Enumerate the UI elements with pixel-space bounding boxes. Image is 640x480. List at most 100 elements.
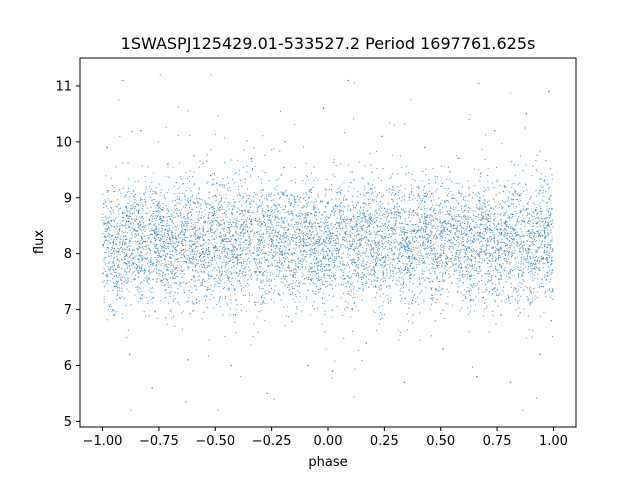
data-point <box>301 261 303 263</box>
data-point <box>358 277 360 279</box>
data-point <box>224 247 226 249</box>
data-point <box>277 274 279 276</box>
data-point <box>292 298 294 300</box>
data-point <box>511 255 513 258</box>
data-point <box>391 154 393 156</box>
data-point <box>505 224 507 226</box>
data-point <box>305 162 307 164</box>
data-point <box>323 254 325 256</box>
data-point <box>328 231 330 233</box>
data-point <box>309 252 311 254</box>
data-point <box>212 179 215 181</box>
data-point <box>304 258 306 260</box>
data-point <box>389 287 391 289</box>
data-point <box>198 202 200 204</box>
data-point <box>293 195 295 198</box>
data-point <box>113 275 116 277</box>
data-point <box>337 187 339 189</box>
data-point <box>172 276 174 278</box>
data-point <box>545 278 547 280</box>
data-point <box>287 261 290 263</box>
data-point <box>290 193 292 195</box>
data-point <box>148 271 150 273</box>
data-point <box>519 228 522 230</box>
data-point <box>103 296 105 298</box>
data-point <box>454 243 456 246</box>
data-point <box>356 224 358 226</box>
data-point <box>162 275 164 277</box>
data-point <box>132 257 134 260</box>
data-point <box>549 217 551 219</box>
data-point <box>250 224 252 226</box>
data-point <box>455 263 457 265</box>
data-point <box>460 262 462 265</box>
data-point <box>386 226 388 228</box>
data-point <box>329 232 332 234</box>
data-point <box>352 281 354 283</box>
data-point <box>198 192 200 194</box>
data-point <box>449 249 451 251</box>
data-point <box>197 221 199 223</box>
data-point <box>499 203 501 205</box>
data-point <box>271 258 273 260</box>
data-point <box>380 288 382 290</box>
data-point <box>282 208 284 210</box>
data-point <box>421 208 423 210</box>
data-point <box>527 212 529 214</box>
data-point <box>339 261 341 263</box>
data-point <box>274 253 277 256</box>
data-point <box>439 211 441 213</box>
data-point <box>310 243 312 246</box>
data-point <box>551 256 553 258</box>
data-point <box>229 219 231 221</box>
data-point <box>328 274 331 276</box>
data-point <box>517 246 519 248</box>
data-point <box>166 323 168 325</box>
data-point <box>185 242 187 244</box>
data-point <box>129 204 132 206</box>
data-point <box>179 252 181 254</box>
data-point <box>431 249 433 251</box>
data-point <box>138 272 140 274</box>
data-point <box>173 295 175 297</box>
data-point <box>389 233 391 235</box>
data-point <box>326 237 328 239</box>
data-point <box>218 225 220 227</box>
data-point <box>389 178 391 180</box>
data-point <box>126 263 128 265</box>
data-point <box>280 207 282 209</box>
data-point <box>424 279 426 281</box>
data-point <box>235 232 237 234</box>
data-point <box>185 244 187 246</box>
data-point <box>487 167 489 169</box>
data-point <box>413 275 415 277</box>
data-point <box>201 227 203 229</box>
data-point <box>361 271 363 274</box>
data-point <box>450 206 452 208</box>
data-point <box>218 194 220 196</box>
data-point <box>249 203 251 205</box>
data-point <box>233 289 236 291</box>
data-point <box>292 215 294 217</box>
data-point <box>110 177 113 179</box>
data-point <box>505 186 507 188</box>
data-point <box>180 200 182 202</box>
data-point <box>366 249 368 251</box>
data-point <box>445 213 447 215</box>
data-point <box>455 240 457 242</box>
data-point <box>350 283 352 286</box>
data-point <box>285 315 287 317</box>
data-point <box>358 268 360 270</box>
data-point <box>246 263 248 265</box>
data-point <box>137 211 140 214</box>
data-point <box>397 257 399 259</box>
data-point <box>143 240 145 243</box>
data-point <box>418 195 420 197</box>
data-point <box>449 210 451 212</box>
data-point <box>376 279 378 282</box>
data-point <box>542 192 544 194</box>
data-point <box>278 249 281 251</box>
data-point <box>159 244 161 246</box>
data-point <box>268 278 270 280</box>
data-point <box>193 285 195 287</box>
